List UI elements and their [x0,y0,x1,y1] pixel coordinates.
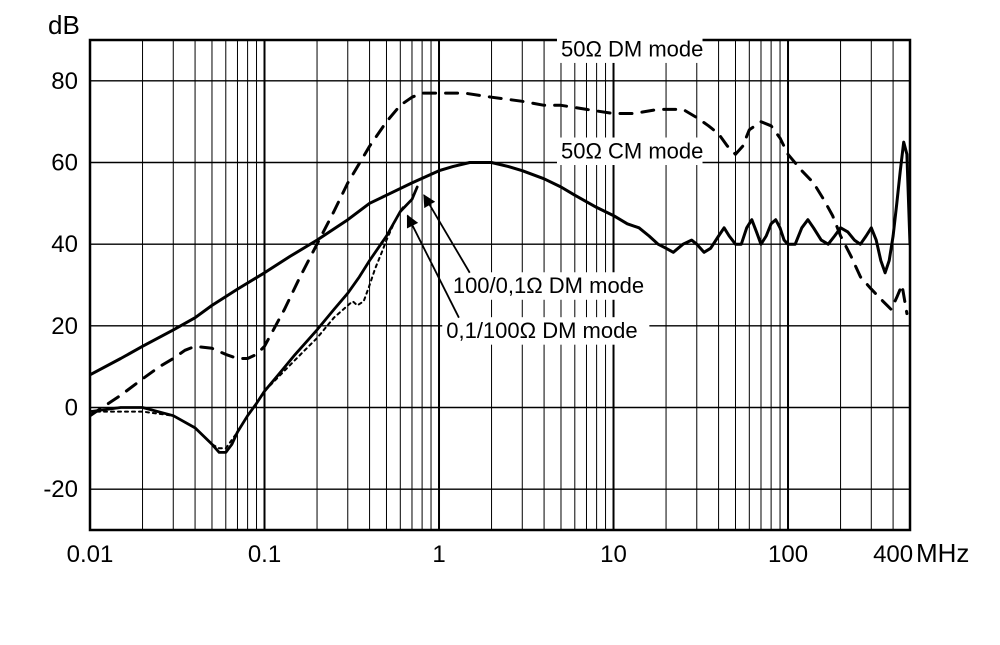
y-tick-label: 0 [65,395,78,422]
y-tick-label: 20 [51,313,78,340]
y-tick-label: -20 [43,476,78,503]
y-tick-label: 60 [51,150,78,177]
x-tick-label: 100 [768,541,808,568]
annotation-label: 100/0,1Ω DM mode [453,273,644,298]
annotation-label: 0,1/100Ω DM mode [446,318,637,343]
x-axis-label: MHz [916,538,969,568]
y-tick-label: 40 [51,231,78,258]
x-tick-label: 400 [873,541,913,568]
x-tick-label: 1 [432,541,445,568]
y-tick-label: 80 [51,68,78,95]
x-tick-label: 0.01 [67,541,114,568]
x-tick-label: 10 [600,541,627,568]
annotation-label: 50Ω CM mode [561,138,703,163]
x-tick-label: 0.1 [248,541,281,568]
y-axis-label: dB [48,10,80,40]
annotation-label: 50Ω DM mode [561,36,703,61]
attenuation-chart: 50Ω DM mode 50Ω CM mode 100/0,1Ω DM mode 0,… [0,0,1000,645]
